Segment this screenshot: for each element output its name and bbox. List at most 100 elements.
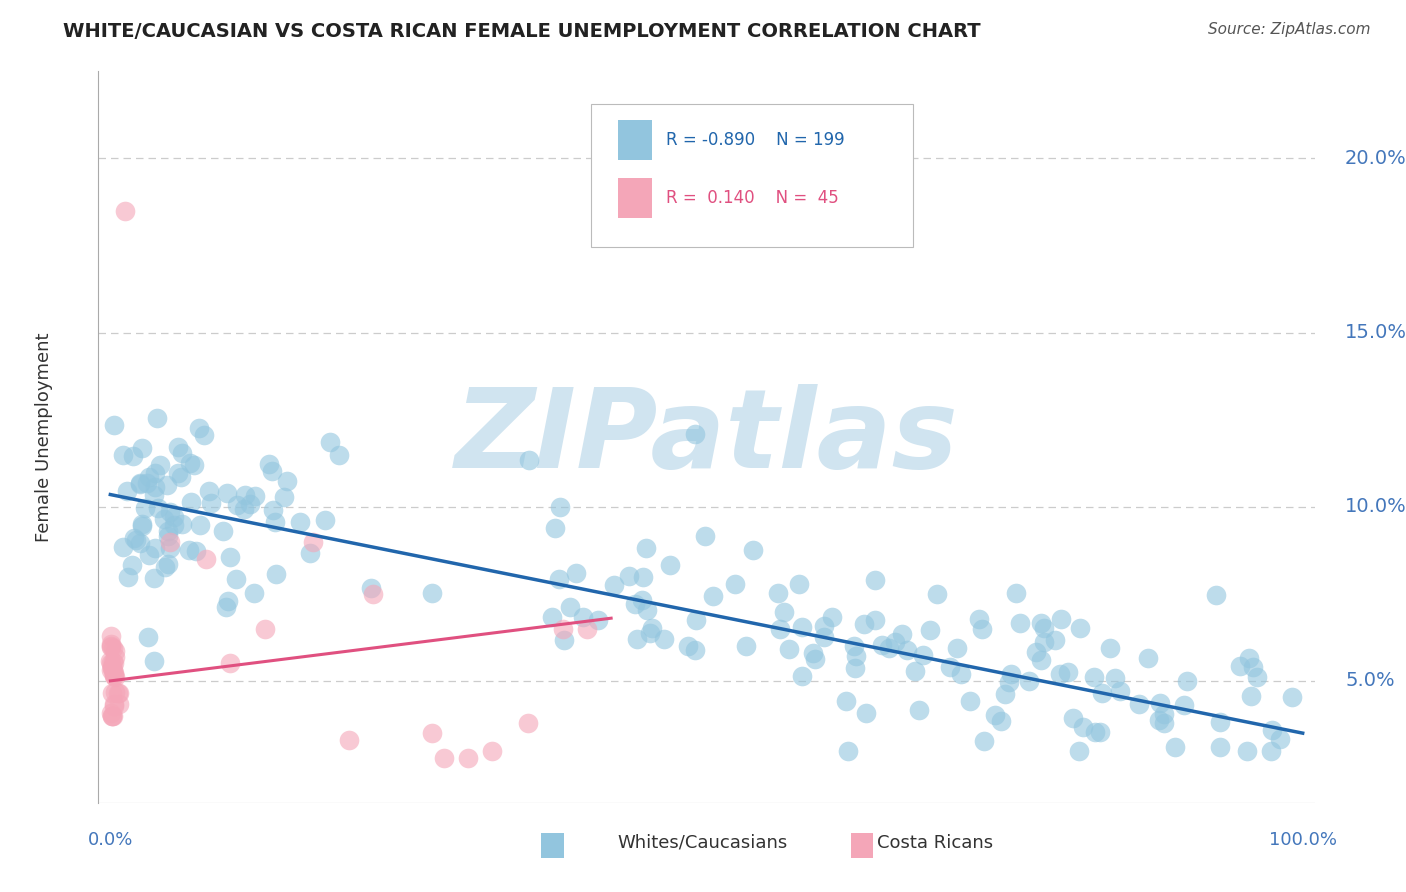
Point [457, 750, 479, 764]
Point [998, 674, 1021, 689]
Point [1018, 674, 1040, 689]
Point [215, 600, 238, 615]
Point [946, 641, 969, 656]
Point [920, 623, 942, 637]
Point [631, 570, 654, 584]
Point [103, 657, 125, 671]
Point [994, 687, 1017, 701]
Point [197, 484, 219, 499]
Point [652, 632, 675, 646]
Point [157, 524, 180, 538]
Point [766, 586, 789, 600]
Point [925, 587, 948, 601]
Point [1208, 740, 1230, 755]
Point [212, 524, 235, 538]
Point [872, 638, 894, 652]
Point [100, 656, 122, 670]
Point [912, 648, 935, 662]
Point [685, 613, 707, 627]
Point [263, 515, 285, 529]
Point [134, 500, 156, 515]
Point [121, 558, 143, 572]
Point [904, 664, 927, 678]
Point [159, 534, 181, 549]
Point [571, 610, 593, 624]
Point [835, 694, 858, 708]
Point [1268, 732, 1291, 747]
Point [1069, 621, 1091, 635]
Point [163, 510, 186, 524]
Point [100, 629, 122, 643]
Text: Female Unemployment: Female Unemployment [35, 333, 52, 541]
Point [233, 487, 256, 501]
Point [742, 543, 765, 558]
Point [163, 518, 186, 533]
Point [683, 643, 706, 657]
Point [183, 458, 205, 472]
Point [138, 548, 160, 562]
Point [131, 441, 153, 455]
Text: R =  0.140    N =  45: R = 0.140 N = 45 [666, 189, 839, 207]
Point [1109, 684, 1132, 698]
Text: 5.0%: 5.0% [1346, 672, 1395, 690]
Point [641, 620, 664, 634]
Point [314, 513, 336, 527]
Point [678, 639, 700, 653]
Point [1049, 666, 1071, 681]
Point [1236, 743, 1258, 757]
Point [179, 456, 201, 470]
Point [790, 668, 813, 682]
Point [131, 519, 153, 533]
Point [1045, 632, 1067, 647]
Point [103, 665, 125, 680]
Point [734, 639, 756, 653]
Point [1067, 743, 1090, 757]
Point [242, 586, 264, 600]
Point [104, 684, 127, 698]
Point [101, 708, 124, 723]
Point [908, 703, 931, 717]
Point [136, 476, 159, 491]
Point [1175, 674, 1198, 689]
Point [360, 581, 382, 595]
Point [103, 698, 125, 713]
Point [103, 417, 125, 432]
Point [773, 605, 796, 619]
Point [837, 743, 859, 757]
Point [863, 573, 886, 587]
Point [194, 552, 217, 566]
Point [129, 535, 152, 549]
Point [100, 640, 122, 654]
Point [129, 476, 152, 491]
Point [1153, 715, 1175, 730]
Point [959, 694, 981, 708]
Point [560, 599, 582, 614]
Point [103, 697, 125, 711]
Point [186, 544, 208, 558]
Point [990, 714, 1012, 728]
Point [769, 622, 792, 636]
Point [683, 427, 706, 442]
Point [157, 558, 180, 572]
Point [853, 617, 876, 632]
Point [100, 637, 122, 651]
Point [553, 633, 575, 648]
Point [200, 496, 222, 510]
Point [844, 661, 866, 675]
Point [949, 666, 972, 681]
Point [778, 642, 800, 657]
Point [1083, 669, 1105, 683]
Point [142, 487, 165, 501]
Point [100, 708, 122, 723]
Point [855, 706, 877, 720]
Text: Whites/Caucasians: Whites/Caucasians [617, 834, 789, 852]
Point [103, 667, 125, 681]
Point [1261, 723, 1284, 737]
Point [101, 686, 124, 700]
Point [702, 589, 724, 603]
Point [188, 517, 211, 532]
Point [1237, 650, 1260, 665]
Text: ZIPatlas: ZIPatlas [454, 384, 959, 491]
Point [129, 477, 152, 491]
Point [420, 586, 443, 600]
